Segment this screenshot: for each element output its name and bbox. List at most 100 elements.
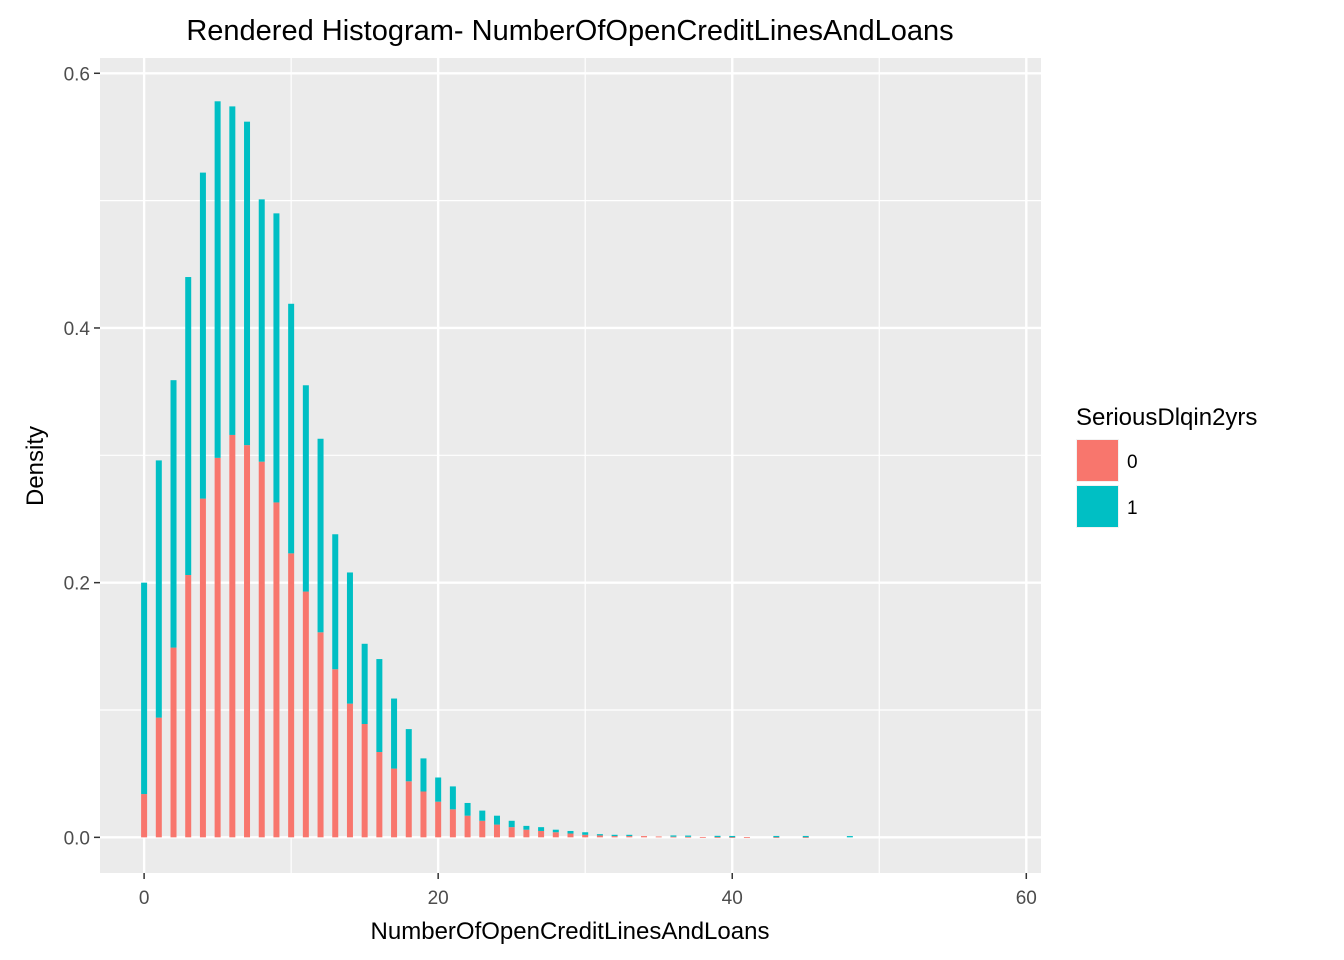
x-tick-label: 60 bbox=[1016, 888, 1037, 909]
bar-segment-0 bbox=[699, 836, 706, 838]
bar-segment-1 bbox=[685, 835, 692, 837]
bar-segment-0 bbox=[508, 827, 515, 838]
y-axis: 0.0 0.2 0.4 0.6 bbox=[64, 64, 100, 849]
bar-segment-0 bbox=[302, 591, 309, 838]
bar-segment-0 bbox=[346, 703, 353, 838]
bar-segment-1 bbox=[317, 438, 324, 633]
bar-segment-0 bbox=[229, 434, 236, 838]
legend-swatch-0 bbox=[1077, 440, 1118, 481]
bar-segment-1 bbox=[346, 572, 353, 704]
bar-segment-1 bbox=[302, 385, 309, 592]
x-tick-label: 20 bbox=[428, 888, 449, 909]
bar-segment-1 bbox=[258, 199, 265, 462]
bar-segment-1 bbox=[464, 802, 471, 816]
bar-segment-1 bbox=[567, 830, 574, 834]
legend: SeriousDlqin2yrs 0 1 bbox=[1076, 404, 1257, 528]
bar-segment-1 bbox=[538, 827, 545, 831]
bar-segment-1 bbox=[229, 106, 236, 435]
bar-segment-1 bbox=[244, 121, 251, 446]
bar-segment-0 bbox=[670, 836, 677, 838]
bar-segment-1 bbox=[670, 835, 677, 837]
bar-segment-1 bbox=[420, 758, 427, 792]
bar-segment-0 bbox=[170, 647, 177, 838]
bar-segment-1 bbox=[435, 777, 442, 802]
bar-segment-1 bbox=[185, 277, 192, 576]
bar-segment-0 bbox=[773, 837, 780, 839]
bar-segment-1 bbox=[802, 835, 809, 838]
bar-segment-0 bbox=[596, 835, 603, 838]
bar-segment-1 bbox=[582, 832, 589, 835]
bar-segment-0 bbox=[199, 498, 206, 838]
bar-segment-0 bbox=[361, 724, 368, 838]
bar-segment-1 bbox=[199, 172, 206, 499]
bar-segment-0 bbox=[258, 461, 265, 838]
bar-segment-1 bbox=[552, 829, 559, 833]
bar-segment-1 bbox=[332, 534, 339, 670]
bar-segment-1 bbox=[596, 834, 603, 836]
bar-segment-1 bbox=[626, 834, 633, 837]
y-tick-label: 0.0 bbox=[64, 828, 90, 849]
bar-segment-0 bbox=[685, 836, 692, 838]
bar-segment-0 bbox=[714, 837, 721, 838]
bar-segment-0 bbox=[626, 836, 633, 838]
bar-segment-0 bbox=[214, 457, 221, 838]
bar-segment-1 bbox=[729, 835, 736, 838]
bar-segment-0 bbox=[155, 717, 162, 838]
bar-segment-0 bbox=[464, 815, 471, 838]
bar-segment-0 bbox=[405, 781, 412, 838]
bar-segment-1 bbox=[523, 825, 530, 830]
bar-segment-1 bbox=[391, 698, 398, 769]
bar-segment-0 bbox=[655, 836, 662, 838]
bar-segment-1 bbox=[611, 834, 618, 837]
bar-segment-1 bbox=[288, 303, 295, 554]
bar-segment-1 bbox=[493, 815, 500, 825]
bar-segment-0 bbox=[802, 837, 809, 839]
legend-label-1: 1 bbox=[1127, 498, 1138, 519]
bar-segment-1 bbox=[479, 810, 486, 821]
bar-segment-1 bbox=[714, 835, 721, 838]
bar-segment-1 bbox=[376, 659, 383, 753]
bar-segment-0 bbox=[493, 824, 500, 838]
bar-segment-1 bbox=[170, 380, 177, 648]
bar-segment-1 bbox=[361, 643, 368, 725]
bar-segment-0 bbox=[244, 445, 251, 838]
bar-segment-1 bbox=[141, 582, 148, 795]
bar-segment-0 bbox=[538, 830, 545, 838]
y-axis-title: Density bbox=[22, 426, 49, 506]
bar-segment-0 bbox=[582, 834, 589, 838]
y-tick-label: 0.2 bbox=[64, 574, 90, 595]
bar-segment-1 bbox=[155, 460, 162, 718]
major-gridlines bbox=[100, 58, 1041, 873]
bar-segment-1 bbox=[449, 786, 456, 810]
bar-segment-0 bbox=[435, 801, 442, 838]
bar-segment-1 bbox=[508, 820, 515, 828]
bar-segment-0 bbox=[567, 833, 574, 838]
y-tick-label: 0.4 bbox=[64, 319, 91, 340]
bar-segment-1 bbox=[273, 213, 280, 503]
bar-segment-1 bbox=[214, 101, 221, 458]
bar-segment-1 bbox=[846, 836, 853, 838]
bar-segment-0 bbox=[288, 553, 295, 838]
bar-segment-0 bbox=[273, 502, 280, 838]
x-axis-title: NumberOfOpenCreditLinesAndLoans bbox=[371, 918, 770, 945]
bar-segment-0 bbox=[391, 768, 398, 838]
y-tick-label: 0.6 bbox=[64, 64, 90, 85]
bar-segment-0 bbox=[523, 829, 530, 838]
bar-segment-0 bbox=[729, 837, 736, 839]
bar-segment-0 bbox=[317, 632, 324, 838]
bar-segment-0 bbox=[743, 837, 750, 839]
chart-title: Rendered Histogram- NumberOfOpenCreditLi… bbox=[186, 15, 953, 47]
x-tick-label: 40 bbox=[722, 888, 743, 909]
bar-segment-0 bbox=[641, 836, 648, 838]
x-tick-label: 0 bbox=[139, 888, 150, 909]
bar-segment-0 bbox=[376, 752, 383, 838]
plot-panel bbox=[100, 58, 1041, 873]
legend-title: SeriousDlqin2yrs bbox=[1076, 404, 1257, 431]
bars bbox=[141, 101, 853, 839]
bar-segment-0 bbox=[611, 836, 618, 838]
bar-segment-1 bbox=[405, 729, 412, 782]
bar-segment-0 bbox=[552, 832, 559, 838]
bar-segment-0 bbox=[420, 791, 427, 838]
legend-label-0: 0 bbox=[1127, 452, 1138, 473]
